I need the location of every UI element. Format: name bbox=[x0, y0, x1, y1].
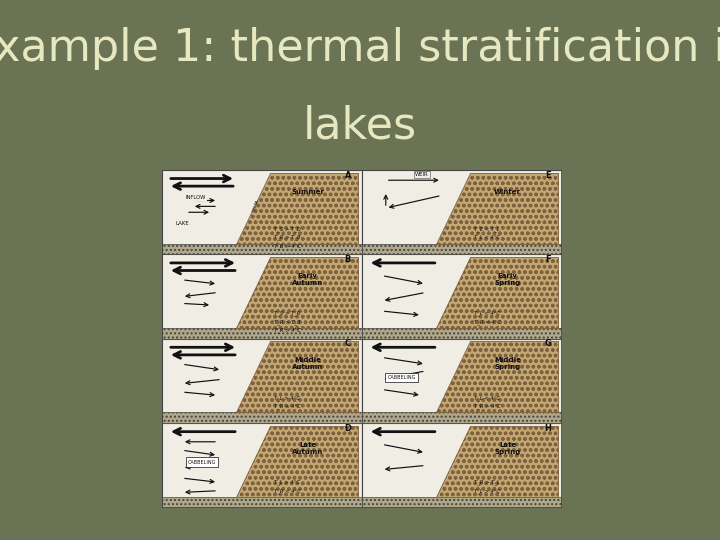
Text: Late
Spring: Late Spring bbox=[495, 442, 521, 455]
Bar bbox=[362, 328, 562, 339]
Bar bbox=[162, 244, 362, 254]
Text: F: F bbox=[545, 255, 550, 264]
Text: Summer: Summer bbox=[292, 188, 324, 194]
Text: T_R > T_B: T_R > T_B bbox=[274, 235, 300, 240]
Polygon shape bbox=[236, 173, 358, 244]
Polygon shape bbox=[236, 257, 358, 328]
Polygon shape bbox=[436, 341, 557, 412]
Text: T_B > 4°C: T_B > 4°C bbox=[274, 243, 301, 249]
Text: A: A bbox=[345, 171, 351, 180]
Text: T_R = 4°C: T_R = 4°C bbox=[474, 319, 500, 325]
Bar bbox=[162, 412, 362, 423]
Text: Middle
Autumn: Middle Autumn bbox=[292, 357, 323, 370]
Bar bbox=[162, 497, 362, 508]
Text: Winter: Winter bbox=[494, 188, 521, 194]
Text: T_R > 4°C: T_R > 4°C bbox=[274, 328, 301, 333]
Text: T_L < 4°C: T_L < 4°C bbox=[474, 235, 500, 240]
Bar bbox=[362, 170, 562, 254]
Bar bbox=[362, 412, 562, 423]
Text: INFLOW: INFLOW bbox=[186, 195, 206, 200]
Text: DELTA: DELTA bbox=[252, 199, 260, 212]
Text: T_L < 4°C: T_L < 4°C bbox=[474, 395, 500, 401]
Bar bbox=[162, 339, 362, 423]
Bar bbox=[362, 497, 562, 508]
Text: T_L > 4°C: T_L > 4°C bbox=[274, 480, 300, 485]
Bar bbox=[162, 328, 362, 339]
Bar bbox=[362, 423, 562, 508]
Text: WEIR: WEIR bbox=[415, 172, 428, 177]
Text: B: B bbox=[345, 255, 351, 264]
Text: T_R > 4°C: T_R > 4°C bbox=[474, 403, 500, 409]
Bar bbox=[162, 254, 362, 339]
Text: Example 1: thermal stratification in: Example 1: thermal stratification in bbox=[0, 27, 720, 70]
Text: T_L > 4°C: T_L > 4°C bbox=[274, 395, 300, 401]
Text: T_S > T_R: T_S > T_R bbox=[274, 310, 300, 316]
Text: lakes: lakes bbox=[303, 105, 417, 148]
Text: T_L < 4°C: T_L < 4°C bbox=[474, 310, 500, 316]
Text: Middle
Spring: Middle Spring bbox=[494, 357, 521, 370]
Text: E: E bbox=[545, 171, 550, 180]
Text: T_L > 4°C: T_L > 4°C bbox=[474, 488, 500, 494]
Text: D: D bbox=[344, 424, 351, 433]
Text: Early
Autumn: Early Autumn bbox=[292, 273, 323, 286]
Bar bbox=[362, 254, 562, 339]
Bar bbox=[162, 423, 362, 508]
Text: H: H bbox=[544, 424, 551, 433]
Bar bbox=[362, 339, 562, 423]
Text: T_R ≈ 4°C: T_R ≈ 4°C bbox=[274, 403, 301, 409]
Polygon shape bbox=[436, 426, 557, 497]
Bar bbox=[362, 244, 562, 254]
Bar bbox=[162, 170, 362, 254]
Text: C: C bbox=[345, 340, 351, 348]
Text: T_R > T_L: T_R > T_L bbox=[474, 480, 500, 485]
Text: T_S > T_D: T_S > T_D bbox=[274, 226, 301, 232]
Text: T_R > T_B: T_R > T_B bbox=[274, 319, 300, 325]
Text: G: G bbox=[544, 340, 551, 348]
Text: T_R < 4°C: T_R < 4°C bbox=[274, 488, 301, 494]
Polygon shape bbox=[436, 173, 557, 244]
Text: Late
Autumn: Late Autumn bbox=[292, 442, 323, 455]
Text: T_E < T_L: T_E < T_L bbox=[474, 226, 499, 232]
Text: CABBELING: CABBELING bbox=[387, 375, 416, 380]
Polygon shape bbox=[236, 341, 358, 412]
Polygon shape bbox=[236, 426, 358, 497]
Polygon shape bbox=[436, 257, 557, 328]
Text: LAKE: LAKE bbox=[175, 221, 189, 226]
Text: CABBELING: CABBELING bbox=[188, 460, 216, 464]
Text: Early
Spring: Early Spring bbox=[495, 273, 521, 286]
